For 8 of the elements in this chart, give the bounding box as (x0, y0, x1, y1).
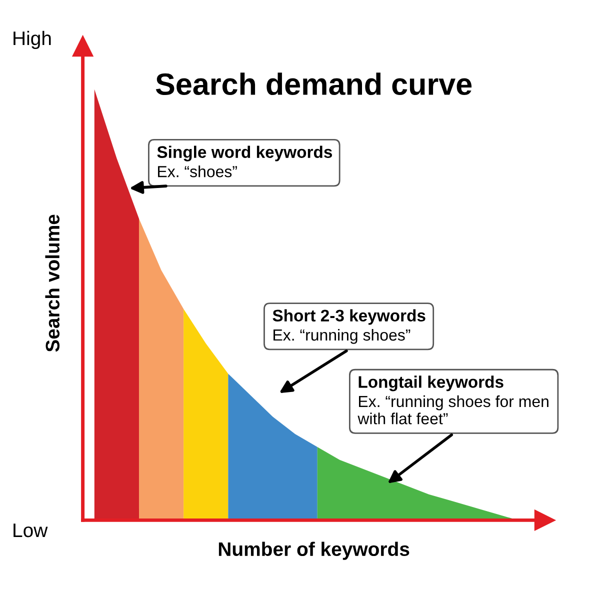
annotation: Single word keywords Ex. “shoes” (157, 146, 332, 178)
x-axis-title: Number of keywords (218, 542, 410, 560)
text: High (14, 30, 51, 50)
annotation: Longtail keywords Ex. “running shoes for men with flat feet” (358, 376, 548, 424)
text: Low (14, 524, 48, 538)
y-axis-title: Search volume (45, 214, 60, 352)
chart-title: Search demand curve (156, 72, 472, 96)
annotation: Short 2-3 keywords Ex. “running shoes” (272, 309, 426, 344)
